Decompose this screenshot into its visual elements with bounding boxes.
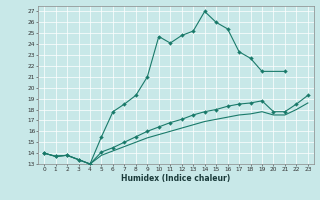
- X-axis label: Humidex (Indice chaleur): Humidex (Indice chaleur): [121, 174, 231, 183]
